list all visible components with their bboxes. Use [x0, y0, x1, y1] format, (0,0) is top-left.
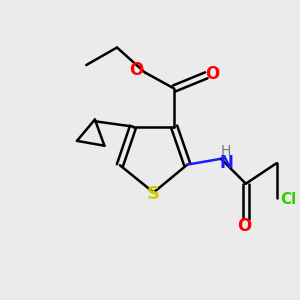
Text: N: N: [219, 154, 233, 172]
Text: O: O: [206, 65, 220, 83]
Text: O: O: [130, 61, 144, 79]
Text: S: S: [147, 185, 160, 203]
Text: Cl: Cl: [280, 192, 296, 207]
Text: O: O: [237, 217, 251, 235]
Text: H: H: [221, 145, 231, 158]
